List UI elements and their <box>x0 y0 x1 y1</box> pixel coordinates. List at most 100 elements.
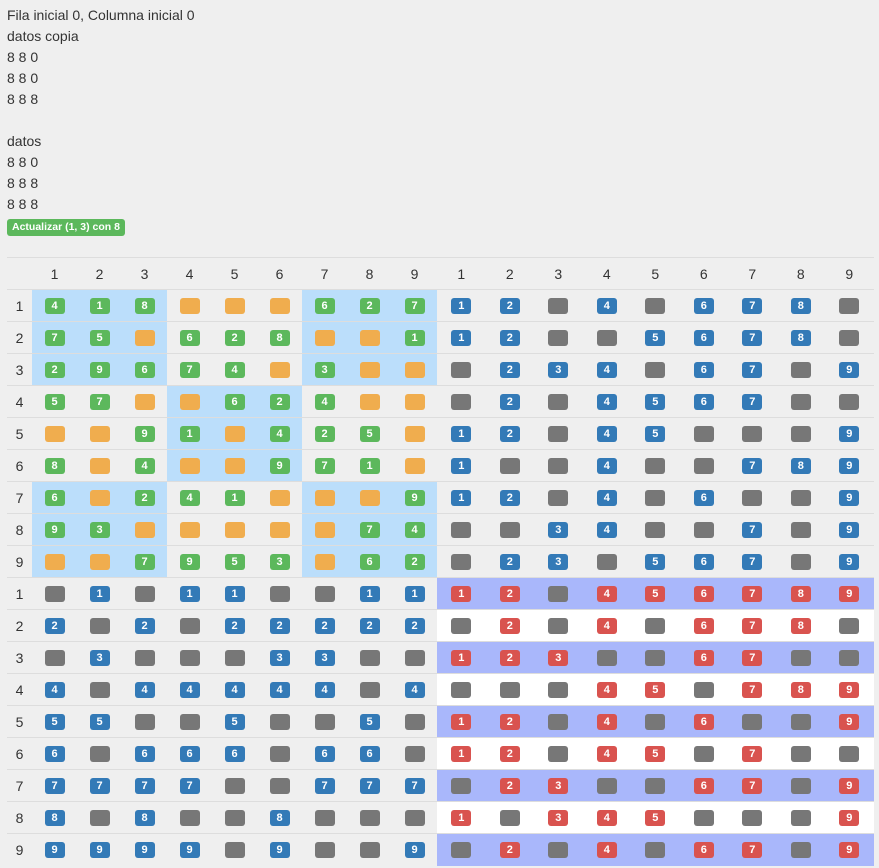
sudoku-number-badge[interactable]: 2 <box>269 394 290 411</box>
box-number-badge[interactable]: 2 <box>499 650 520 667</box>
row-candidate-number-badge[interactable]: 7 <box>359 778 380 795</box>
sudoku-empty-badge[interactable] <box>314 330 335 347</box>
row-candidate-empty-badge[interactable] <box>314 714 335 731</box>
sudoku-number-badge[interactable]: 9 <box>89 362 110 379</box>
row-candidate-number-badge[interactable]: 6 <box>359 746 380 763</box>
row-candidate-number-badge[interactable]: 4 <box>179 682 200 699</box>
sudoku-number-badge[interactable]: 2 <box>224 330 245 347</box>
column-candidate-empty-badge[interactable] <box>596 554 617 571</box>
column-candidate-number-badge[interactable]: 6 <box>693 394 714 411</box>
box-empty-badge[interactable] <box>839 746 860 763</box>
box-empty-badge[interactable] <box>499 682 520 699</box>
box-empty-badge[interactable] <box>693 810 714 827</box>
box-empty-badge[interactable] <box>596 650 617 667</box>
sudoku-number-badge[interactable]: 2 <box>44 362 65 379</box>
column-candidate-number-badge[interactable]: 6 <box>693 554 714 571</box>
row-candidate-empty-badge[interactable] <box>359 682 380 699</box>
sudoku-empty-badge[interactable] <box>224 458 245 475</box>
row-candidate-number-badge[interactable]: 7 <box>44 778 65 795</box>
box-empty-badge[interactable] <box>839 618 860 635</box>
sudoku-number-badge[interactable]: 9 <box>44 522 65 539</box>
column-candidate-number-badge[interactable]: 4 <box>596 426 617 443</box>
box-number-badge[interactable]: 7 <box>742 586 763 603</box>
column-candidate-empty-badge[interactable] <box>839 394 860 411</box>
row-candidate-number-badge[interactable]: 2 <box>44 618 65 635</box>
box-number-badge[interactable]: 8 <box>790 618 811 635</box>
column-candidate-number-badge[interactable]: 8 <box>790 298 811 315</box>
column-candidate-empty-badge[interactable] <box>548 298 569 315</box>
box-number-badge[interactable]: 2 <box>499 746 520 763</box>
box-empty-badge[interactable] <box>548 586 569 603</box>
row-candidate-empty-badge[interactable] <box>224 842 245 859</box>
column-candidate-empty-badge[interactable] <box>645 362 666 379</box>
sudoku-empty-badge[interactable] <box>134 394 155 411</box>
column-candidate-number-badge[interactable]: 2 <box>499 490 520 507</box>
sudoku-empty-badge[interactable] <box>224 426 245 443</box>
box-number-badge[interactable]: 5 <box>645 682 666 699</box>
sudoku-number-badge[interactable]: 3 <box>269 554 290 571</box>
column-candidate-empty-badge[interactable] <box>790 362 811 379</box>
box-number-badge[interactable]: 8 <box>790 586 811 603</box>
sudoku-number-badge[interactable]: 9 <box>179 554 200 571</box>
column-candidate-empty-badge[interactable] <box>548 426 569 443</box>
row-candidate-number-badge[interactable]: 2 <box>404 618 425 635</box>
update-button[interactable]: Actualizar (1, 3) con 8 <box>7 219 125 236</box>
row-candidate-empty-badge[interactable] <box>179 714 200 731</box>
sudoku-empty-badge[interactable] <box>404 426 425 443</box>
box-empty-badge[interactable] <box>645 842 666 859</box>
box-number-badge[interactable]: 7 <box>742 682 763 699</box>
sudoku-number-badge[interactable]: 6 <box>179 330 200 347</box>
sudoku-number-badge[interactable]: 6 <box>314 298 335 315</box>
sudoku-number-badge[interactable]: 6 <box>44 490 65 507</box>
column-candidate-empty-badge[interactable] <box>548 458 569 475</box>
column-candidate-number-badge[interactable]: 1 <box>451 426 472 443</box>
row-candidate-number-badge[interactable]: 4 <box>269 682 290 699</box>
box-empty-badge[interactable] <box>693 682 714 699</box>
row-candidate-number-badge[interactable]: 5 <box>44 714 65 731</box>
column-candidate-number-badge[interactable]: 6 <box>693 490 714 507</box>
box-number-badge[interactable]: 7 <box>742 650 763 667</box>
sudoku-empty-badge[interactable] <box>269 490 290 507</box>
row-candidate-number-badge[interactable]: 4 <box>224 682 245 699</box>
column-candidate-number-badge[interactable]: 8 <box>790 330 811 347</box>
box-number-badge[interactable]: 1 <box>451 650 472 667</box>
column-candidate-empty-badge[interactable] <box>548 490 569 507</box>
box-empty-badge[interactable] <box>790 842 811 859</box>
column-candidate-number-badge[interactable]: 3 <box>548 362 569 379</box>
column-candidate-number-badge[interactable]: 1 <box>451 458 472 475</box>
box-empty-badge[interactable] <box>693 746 714 763</box>
row-candidate-empty-badge[interactable] <box>404 746 425 763</box>
box-empty-badge[interactable] <box>451 618 472 635</box>
row-candidate-number-badge[interactable]: 7 <box>89 778 110 795</box>
row-candidate-number-badge[interactable]: 9 <box>269 842 290 859</box>
sudoku-empty-badge[interactable] <box>44 554 65 571</box>
box-number-badge[interactable]: 9 <box>839 778 860 795</box>
row-candidate-empty-badge[interactable] <box>134 650 155 667</box>
row-candidate-number-badge[interactable]: 9 <box>179 842 200 859</box>
row-candidate-number-badge[interactable]: 7 <box>314 778 335 795</box>
box-number-badge[interactable]: 8 <box>790 682 811 699</box>
column-candidate-number-badge[interactable]: 9 <box>839 490 860 507</box>
row-candidate-number-badge[interactable]: 2 <box>359 618 380 635</box>
row-candidate-empty-badge[interactable] <box>269 778 290 795</box>
sudoku-empty-badge[interactable] <box>269 522 290 539</box>
sudoku-number-badge[interactable]: 4 <box>404 522 425 539</box>
row-candidate-empty-badge[interactable] <box>89 618 110 635</box>
column-candidate-number-badge[interactable]: 9 <box>839 426 860 443</box>
column-candidate-number-badge[interactable]: 3 <box>548 554 569 571</box>
sudoku-empty-badge[interactable] <box>179 522 200 539</box>
sudoku-empty-badge[interactable] <box>359 362 380 379</box>
row-candidate-empty-badge[interactable] <box>269 714 290 731</box>
column-candidate-number-badge[interactable]: 9 <box>839 362 860 379</box>
row-candidate-number-badge[interactable]: 5 <box>359 714 380 731</box>
row-candidate-empty-badge[interactable] <box>179 810 200 827</box>
box-number-badge[interactable]: 7 <box>742 746 763 763</box>
column-candidate-number-badge[interactable]: 4 <box>596 458 617 475</box>
sudoku-empty-badge[interactable] <box>314 490 335 507</box>
sudoku-empty-badge[interactable] <box>89 426 110 443</box>
box-number-badge[interactable]: 7 <box>742 842 763 859</box>
row-candidate-number-badge[interactable]: 8 <box>44 810 65 827</box>
sudoku-number-badge[interactable]: 7 <box>314 458 335 475</box>
box-number-badge[interactable]: 2 <box>499 714 520 731</box>
column-candidate-number-badge[interactable]: 6 <box>693 298 714 315</box>
